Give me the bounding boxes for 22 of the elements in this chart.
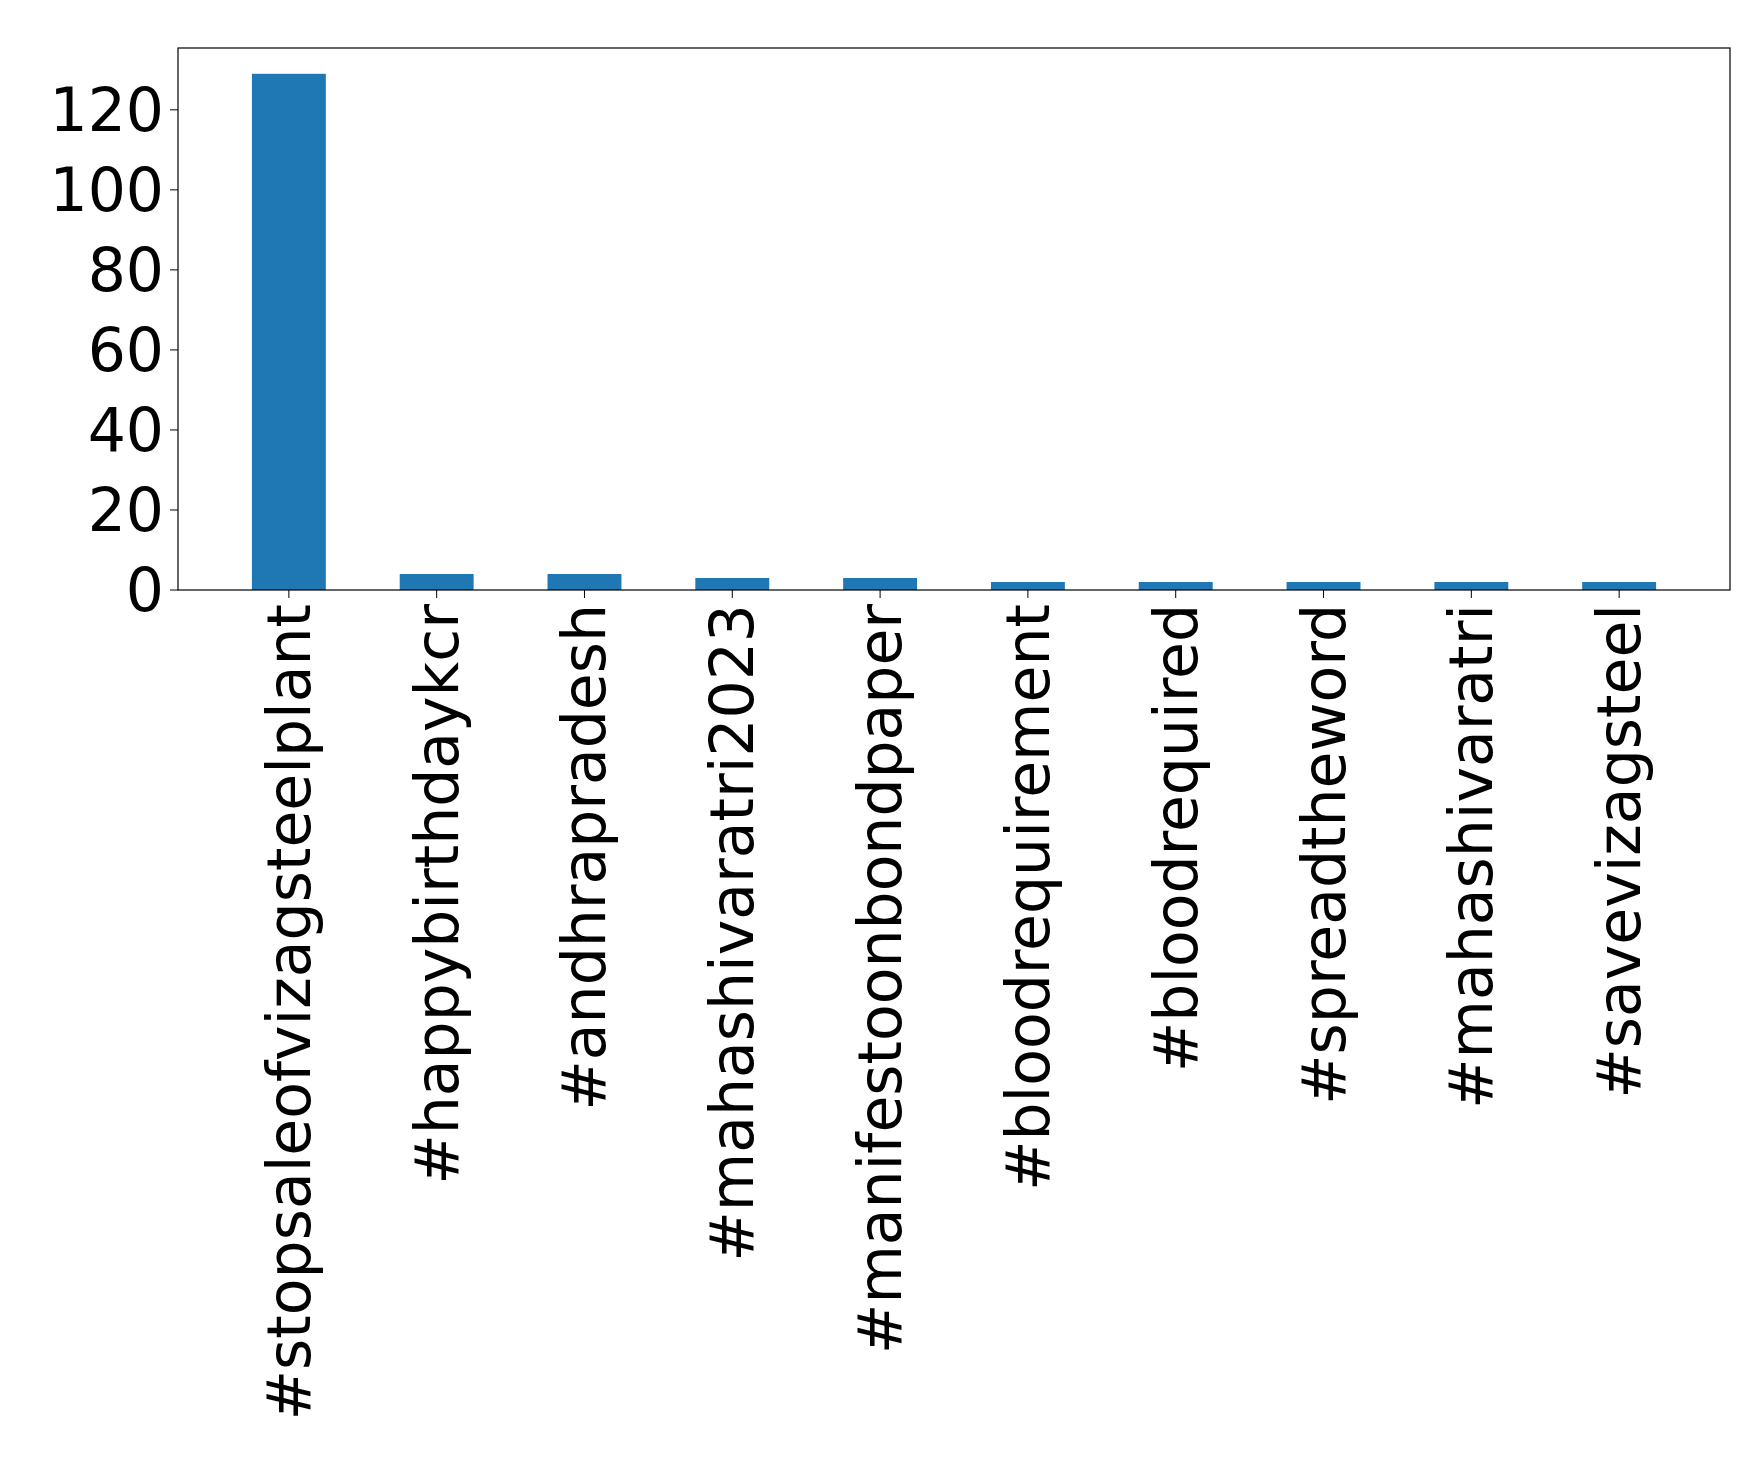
x-tick-label: #happybirthdaykcr — [401, 603, 472, 1185]
bar — [251, 73, 326, 590]
bar — [547, 573, 622, 590]
x-tick-label: #mahashivaratri — [1436, 604, 1507, 1109]
x-tick-label: #andhrapradesh — [549, 604, 620, 1111]
y-tick-label: 100 — [49, 154, 164, 225]
x-tick-label: #spreadtheword — [1288, 604, 1359, 1105]
y-tick-label: 60 — [87, 314, 164, 385]
bar — [399, 573, 474, 590]
y-tick-label: 80 — [87, 234, 164, 305]
x-tick-label: #bloodrequired — [1140, 604, 1211, 1072]
y-tick-label: 40 — [87, 394, 164, 465]
bar — [695, 578, 770, 590]
x-tick-label: #manifestoonbondpaper — [845, 603, 916, 1354]
x-tick-label: #bloodrequirement — [992, 604, 1063, 1191]
y-tick-label: 0 — [125, 555, 164, 625]
y-tick-label: 120 — [49, 74, 164, 145]
x-tick-label: #savevizagsteel — [1584, 604, 1655, 1099]
bar — [843, 578, 918, 590]
x-tick-label: #stopsaleofvizagsteelplant — [253, 604, 324, 1421]
x-tick-label: #mahashivaratri2023 — [697, 604, 768, 1262]
y-tick-label: 20 — [87, 474, 164, 545]
